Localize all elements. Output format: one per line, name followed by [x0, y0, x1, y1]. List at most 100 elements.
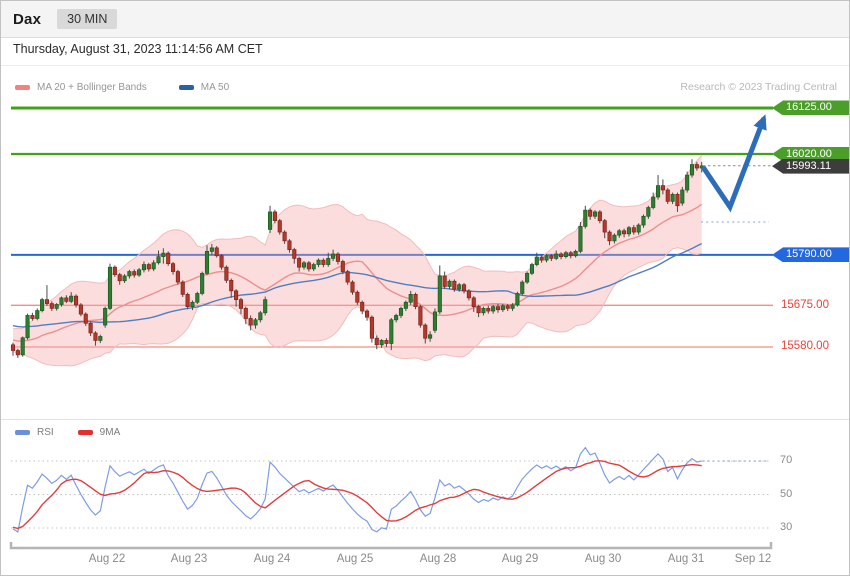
- candle: [583, 209, 588, 227]
- chart-date: Thursday, August 31, 2023 11:14:56 AM CE…: [13, 42, 263, 56]
- ma20-line: [12, 203, 703, 342]
- candle: [219, 255, 224, 268]
- candle: [597, 211, 602, 222]
- candle: [491, 306, 496, 312]
- candle: [122, 275, 127, 282]
- candle: [413, 294, 418, 307]
- candle: [592, 211, 598, 217]
- price-level-badge: 16125.00: [772, 100, 849, 116]
- candle: [272, 211, 277, 222]
- rsi-ma9-line: [12, 460, 702, 530]
- rsi-swatch-icon: [15, 430, 30, 435]
- candle: [660, 185, 665, 191]
- candle: [384, 340, 389, 344]
- candle: [379, 340, 384, 346]
- ma20-bollinger-label: MA 20 + Bollinger Bands: [37, 82, 147, 93]
- candle: [229, 279, 234, 292]
- candle: [622, 230, 627, 235]
- candle: [360, 301, 365, 312]
- candle: [689, 164, 695, 176]
- x-axis-tick-label: Aug 25: [336, 553, 374, 565]
- ma20-bollinger-swatch-icon: [15, 85, 30, 90]
- x-axis-tick-label: Aug 30: [584, 553, 622, 565]
- candle: [646, 207, 651, 217]
- candle: [510, 304, 515, 309]
- x-axis-tick-label: Aug 23: [170, 553, 208, 565]
- candle: [529, 264, 535, 274]
- price-level-badge: 16020.00: [772, 146, 849, 162]
- ma50-line: [12, 243, 703, 328]
- candle: [175, 271, 180, 283]
- current-price-badge: 15993.11: [772, 158, 849, 174]
- candle: [248, 318, 253, 326]
- candle: [49, 303, 54, 309]
- candle: [442, 275, 447, 287]
- candle: [331, 253, 336, 259]
- candle: [64, 297, 69, 302]
- candle: [428, 334, 433, 339]
- candle: [44, 299, 50, 304]
- candle: [350, 281, 355, 293]
- candle: [655, 185, 661, 198]
- candle: [73, 295, 79, 306]
- time-axis: [9, 542, 773, 550]
- candle: [151, 262, 156, 270]
- rsi-ma9-swatch-icon: [77, 430, 93, 435]
- candle: [316, 259, 321, 265]
- candle: [418, 306, 423, 326]
- candle: [25, 315, 30, 339]
- rsi-line: [12, 446, 702, 533]
- candle: [680, 189, 685, 204]
- divider: [1, 65, 849, 66]
- candle: [452, 280, 457, 290]
- candle: [607, 231, 612, 242]
- candle: [520, 281, 525, 294]
- price-level-badge: 15790.00: [772, 247, 849, 263]
- timeframe-badge: 30 MIN: [57, 9, 118, 29]
- candle: [355, 291, 360, 303]
- candle: [573, 251, 578, 257]
- candle: [403, 301, 408, 309]
- candle: [694, 164, 699, 169]
- candle: [93, 332, 98, 341]
- candle: [141, 264, 147, 271]
- candle: [515, 293, 520, 306]
- candle: [277, 220, 282, 233]
- candle: [35, 310, 40, 319]
- candle: [292, 249, 297, 259]
- candle: [471, 297, 476, 307]
- candle: [238, 299, 244, 309]
- candle: [612, 234, 617, 242]
- price-level-label: 15580.00: [781, 340, 829, 353]
- candle: [636, 224, 641, 233]
- instrument-title: Dax: [13, 10, 42, 28]
- candle: [204, 251, 210, 274]
- candle: [651, 196, 656, 208]
- candle: [544, 255, 549, 261]
- candle: [287, 240, 292, 250]
- candle: [626, 227, 632, 235]
- candle: [253, 319, 258, 326]
- candle: [78, 304, 83, 315]
- candle: [457, 284, 462, 290]
- main-chart-legend: MA 20 + Bollinger Bands MA 50: [15, 82, 229, 93]
- candle: [481, 308, 486, 314]
- candle: [505, 305, 510, 309]
- candle: [180, 281, 185, 295]
- candle: [282, 231, 287, 242]
- candle: [127, 271, 132, 277]
- x-axis-tick-label: Aug 28: [419, 553, 457, 565]
- candle: [685, 174, 690, 191]
- candle: [476, 306, 481, 314]
- candle: [209, 247, 214, 252]
- candle: [171, 263, 176, 272]
- candle: [200, 272, 205, 294]
- candle: [263, 299, 268, 314]
- price-level-label: 15675.00: [781, 298, 829, 311]
- candle: [214, 247, 219, 257]
- candle: [301, 262, 307, 268]
- candle: [495, 306, 501, 311]
- candle: [326, 258, 331, 265]
- candle: [675, 194, 680, 207]
- x-axis-tick-label: Sep 12: [734, 553, 772, 565]
